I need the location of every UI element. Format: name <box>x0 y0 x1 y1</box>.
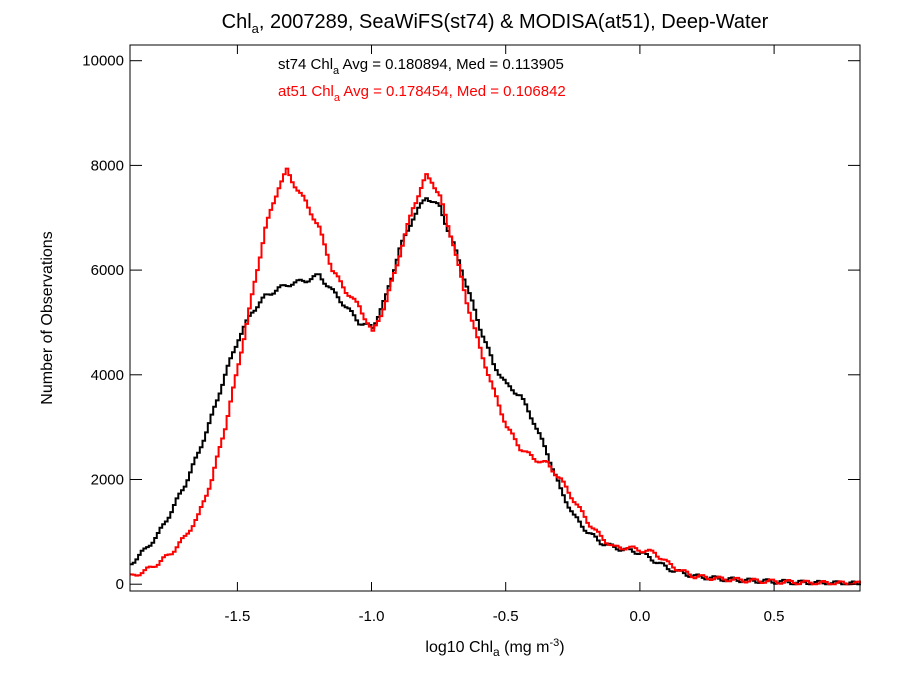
x-tick-label: -1.0 <box>359 608 385 625</box>
y-tick-label: 10000 <box>82 53 124 70</box>
plot-frame <box>129 44 861 592</box>
axis-ticks: -1.5 -1.0 -0.5 0.0 0.5 0 2000 4000 6000 8000 10000 <box>82 45 860 625</box>
annotation-st74: st74 Chla Avg = 0.180894, Med = 0.113905 <box>278 56 564 77</box>
x-tick-label: -0.5 <box>493 608 519 625</box>
y-tick-label: 0 <box>116 576 124 593</box>
y-tick-label: 2000 <box>91 472 124 489</box>
y-tick-label: 4000 <box>91 367 124 384</box>
y-tick-label: 8000 <box>91 157 124 174</box>
series-layer <box>130 167 861 586</box>
series-line-1 <box>130 167 861 586</box>
annotation-at51: at51 Chla Avg = 0.178454, Med = 0.106842 <box>278 83 566 104</box>
chart-title: Chla, 2007289, SeaWiFS(st74) & MODISA(at… <box>222 11 769 36</box>
y-axis-label: Number of Observations <box>39 231 56 404</box>
x-tick-label: 0.5 <box>764 608 785 625</box>
x-tick-label: -1.5 <box>224 608 250 625</box>
y-tick-label: 6000 <box>91 262 124 279</box>
x-axis-label: log10 Chla (mg m-3) <box>425 637 564 659</box>
x-tick-label: 0.0 <box>629 608 650 625</box>
